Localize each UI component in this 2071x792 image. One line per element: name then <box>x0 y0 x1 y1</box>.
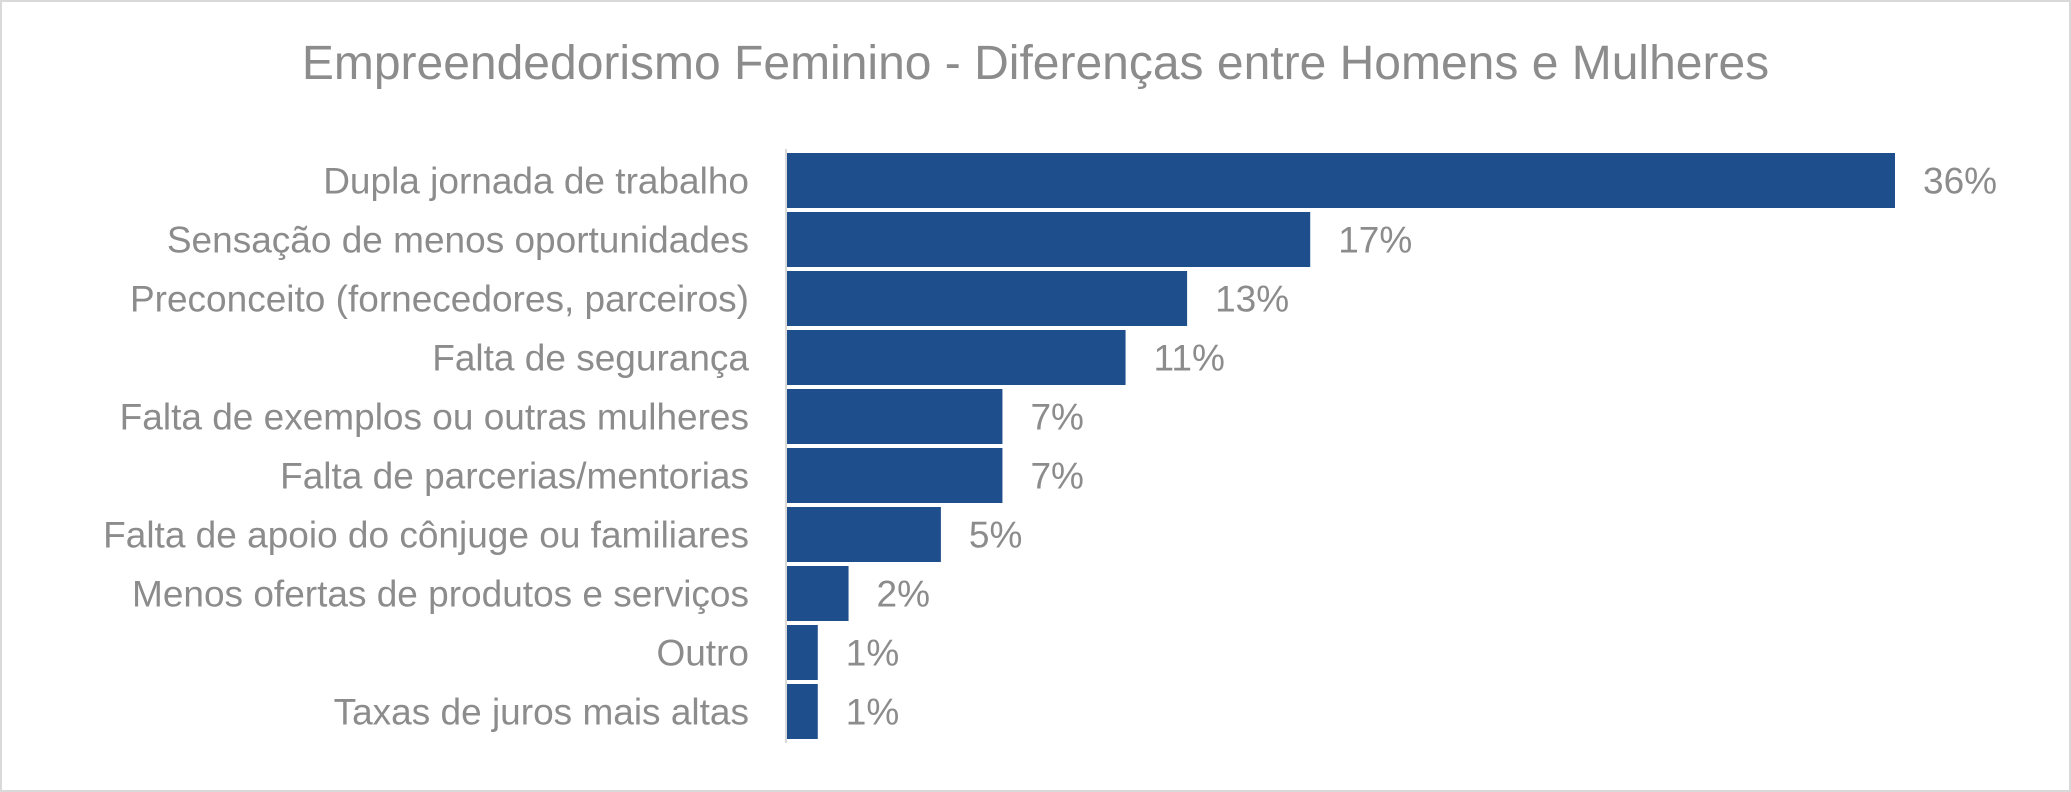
category-label: Sensação de menos oportunidades <box>167 220 749 261</box>
category-label: Falta de parcerias/mentorias <box>280 456 749 497</box>
bar <box>787 271 1188 326</box>
value-label: 5% <box>969 515 1022 556</box>
category-label: Falta de apoio do cônjuge ou familiares <box>103 515 749 556</box>
bar <box>787 625 818 680</box>
value-label: 1% <box>846 633 899 674</box>
bar <box>787 330 1126 385</box>
value-label: 2% <box>877 574 930 615</box>
value-labels: 36%17%13%11%7%7%5%2%1%1% <box>846 161 1997 733</box>
chart-title: Empreendedorismo Feminino - Diferenças e… <box>301 37 1770 90</box>
bar <box>787 212 1311 267</box>
value-label: 13% <box>1215 279 1289 320</box>
bars-group <box>787 153 1895 739</box>
bar <box>787 684 818 739</box>
value-label: 11% <box>1154 338 1225 379</box>
category-labels: Dupla jornada de trabalho Sensação de men… <box>103 161 749 733</box>
value-label: 7% <box>1030 397 1083 438</box>
value-label: 1% <box>846 692 899 733</box>
bar <box>787 153 1895 208</box>
bar <box>787 566 849 621</box>
bar <box>787 507 941 562</box>
category-label: Dupla jornada de trabalho <box>323 161 749 202</box>
value-label: 36% <box>1923 161 1997 202</box>
category-label: Falta de exemplos ou outras mulheres <box>120 397 749 438</box>
value-label: 7% <box>1030 456 1083 497</box>
value-label: 17% <box>1338 220 1412 261</box>
bar <box>787 448 1003 503</box>
category-label: Preconceito (fornecedores, parceiros) <box>130 279 749 320</box>
category-label: Outro <box>656 633 749 674</box>
category-label: Menos ofertas de produtos e serviços <box>132 574 749 615</box>
category-label: Taxas de juros mais altas <box>334 692 749 733</box>
category-label: Falta de segurança <box>432 338 749 379</box>
bar <box>787 389 1003 444</box>
